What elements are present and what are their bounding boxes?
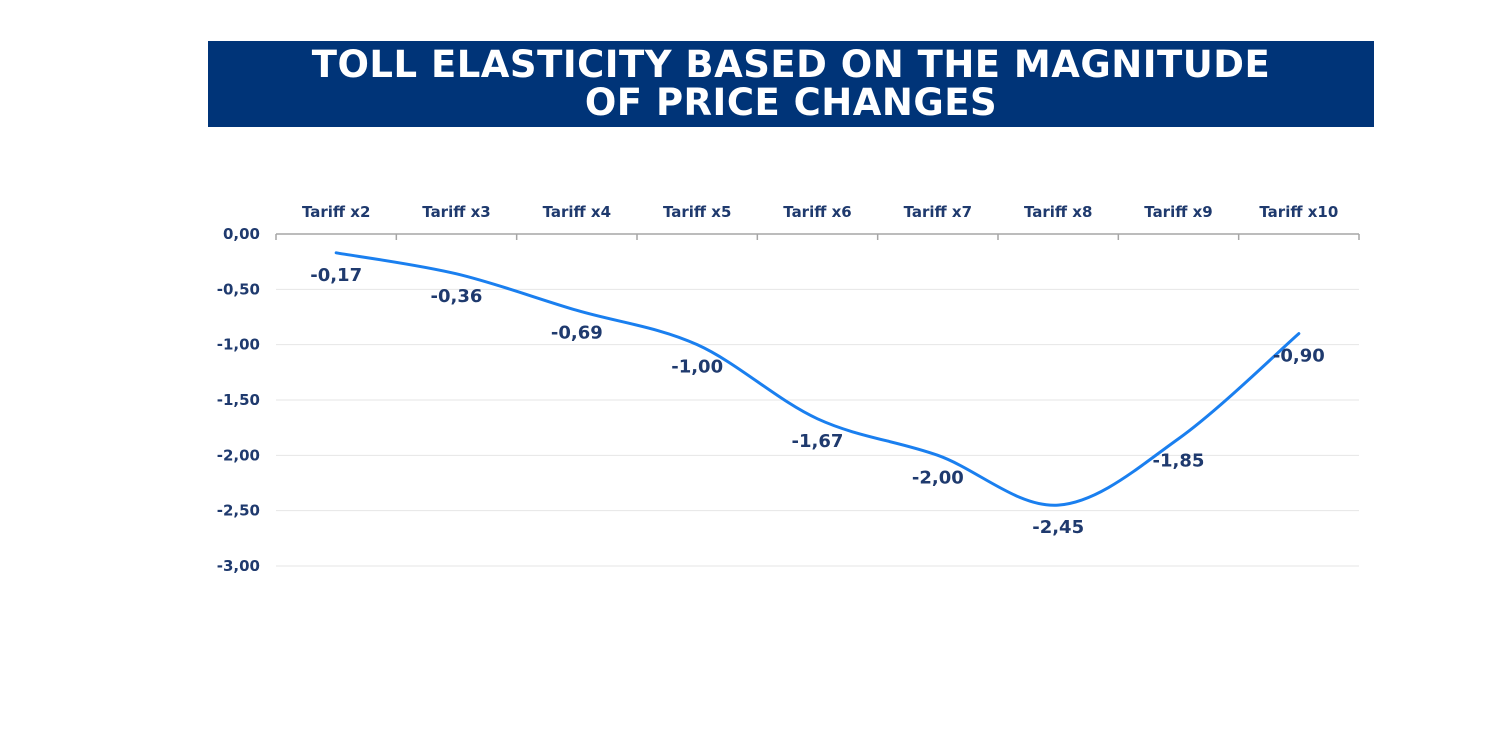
y-tick-label: -2,00: [217, 446, 260, 464]
y-tick-label: -2,50: [217, 502, 260, 520]
data-label: -1,85: [1153, 451, 1205, 472]
x-tick-label: Tariff x3: [422, 203, 490, 221]
data-label: -0,69: [551, 322, 603, 343]
x-tick-label: Tariff x7: [904, 203, 972, 221]
x-tick-label: Tariff x6: [783, 203, 851, 221]
x-tick-label: Tariff x8: [1024, 203, 1092, 221]
data-label: -2,45: [1032, 517, 1084, 538]
data-label: -0,36: [431, 286, 483, 307]
chart-title-banner: TOLL ELASTICITY BASED ON THE MAGNITUDE O…: [208, 41, 1374, 127]
y-tick-label: 0,00: [223, 225, 260, 243]
chart-title: TOLL ELASTICITY BASED ON THE MAGNITUDE O…: [311, 43, 1271, 124]
data-label: -0,17: [310, 265, 362, 286]
data-label: -1,00: [671, 357, 723, 378]
x-tick-label: Tariff x5: [663, 203, 731, 221]
y-tick-label: -3,00: [217, 557, 260, 575]
x-tick-label: Tariff x2: [302, 203, 370, 221]
x-tick-label: Tariff x9: [1144, 203, 1212, 221]
x-tick-label: Tariff x10: [1259, 203, 1338, 221]
data-label: -1,67: [792, 431, 844, 452]
x-tick-label: Tariff x4: [543, 203, 611, 221]
y-tick-label: -1,00: [217, 336, 260, 354]
y-tick-label: -1,50: [217, 391, 260, 409]
y-tick-label: -0,50: [217, 280, 260, 298]
data-label: -2,00: [912, 467, 964, 488]
data-label: -0,90: [1273, 346, 1325, 367]
